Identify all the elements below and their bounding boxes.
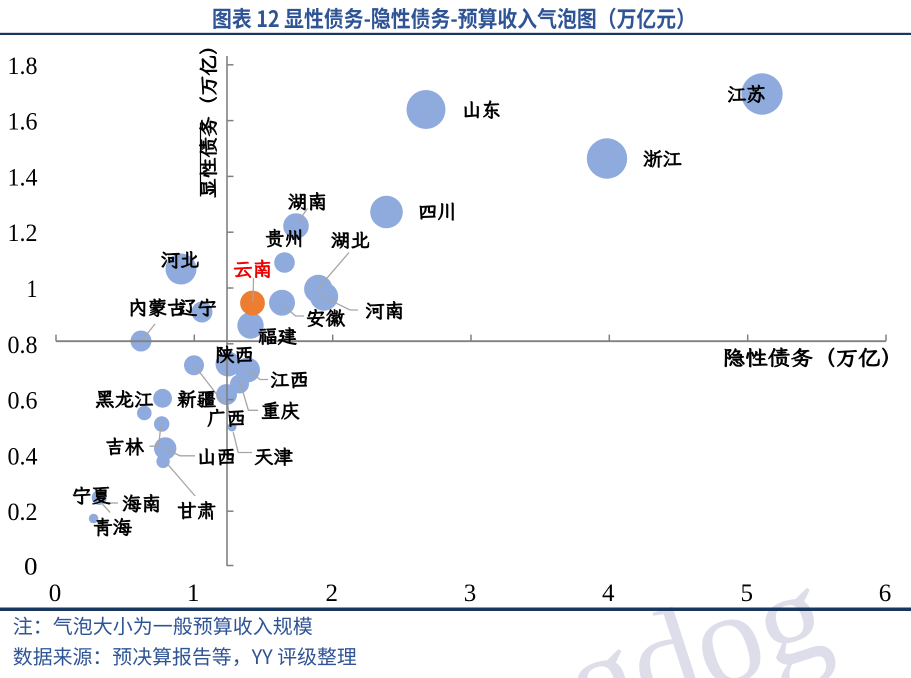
svg-text:隐性债务（万亿）: 隐性债务（万亿） [723, 343, 904, 371]
svg-text:1: 1 [187, 580, 200, 607]
svg-text:云南: 云南 [233, 256, 272, 282]
svg-text:宁夏: 宁夏 [72, 483, 112, 509]
svg-text:海南: 海南 [122, 491, 161, 517]
svg-text:天津: 天津 [254, 444, 294, 470]
svg-text:山西: 山西 [197, 444, 236, 470]
svg-text:陕西: 陕西 [215, 342, 254, 368]
svg-text:6: 6 [879, 580, 892, 607]
svg-text:3: 3 [464, 580, 477, 607]
svg-text:1.4: 1.4 [8, 164, 38, 191]
svg-text:四川: 四川 [418, 199, 457, 225]
svg-text:河南: 河南 [365, 298, 404, 324]
svg-text:0: 0 [24, 554, 38, 581]
svg-text:贵州: 贵州 [265, 225, 304, 251]
svg-text:湖南: 湖南 [288, 189, 327, 215]
svg-text:黑龙江: 黑龙江 [95, 386, 154, 412]
svg-text:1.6: 1.6 [8, 109, 38, 136]
svg-text:0.4: 0.4 [8, 443, 38, 470]
svg-text:显性债务（万亿）: 显性债务（万亿） [196, 35, 221, 199]
svg-text:安徽: 安徽 [306, 305, 346, 331]
svg-text:0: 0 [49, 580, 62, 607]
svg-text:4: 4 [602, 580, 615, 607]
svg-text:河北: 河北 [161, 247, 200, 273]
svg-text:山东: 山东 [462, 97, 501, 123]
svg-text:0.2: 0.2 [8, 499, 38, 526]
svg-text:内蒙古: 内蒙古 [128, 295, 187, 321]
svg-text:广西: 广西 [207, 405, 246, 431]
svg-text:青海: 青海 [93, 514, 132, 540]
svg-text:福建: 福建 [258, 323, 298, 349]
svg-text:重庆: 重庆 [261, 398, 300, 424]
svg-text:吉林: 吉林 [105, 434, 145, 460]
svg-text:2: 2 [325, 580, 338, 607]
svg-text:江西: 江西 [270, 367, 309, 393]
svg-text:0.8: 0.8 [8, 332, 38, 359]
svg-text:5: 5 [740, 580, 753, 607]
svg-text:1.8: 1.8 [8, 53, 38, 80]
svg-text:江苏: 江苏 [727, 81, 766, 107]
svg-text:图表 12 显性债务-隐性债务-预算收入气泡图（万亿元）: 图表 12 显性债务-隐性债务-预算收入气泡图（万亿元） [212, 2, 696, 34]
svg-text:浙江: 浙江 [643, 146, 682, 172]
svg-text:数据来源：预决算报告等，YY 评级整理: 数据来源：预决算报告等，YY 评级整理 [13, 641, 357, 670]
svg-text:甘肃: 甘肃 [177, 498, 216, 524]
svg-text:辽宁: 辽宁 [178, 295, 217, 321]
svg-text:1.2: 1.2 [8, 220, 38, 247]
svg-text:注：气泡大小为一般预算收入规模: 注：气泡大小为一般预算收入规模 [13, 610, 313, 639]
svg-text:新疆: 新疆 [177, 386, 217, 412]
svg-text:0.6: 0.6 [8, 388, 38, 415]
svg-text:湖北: 湖北 [331, 227, 370, 253]
svg-text:1: 1 [27, 276, 38, 303]
